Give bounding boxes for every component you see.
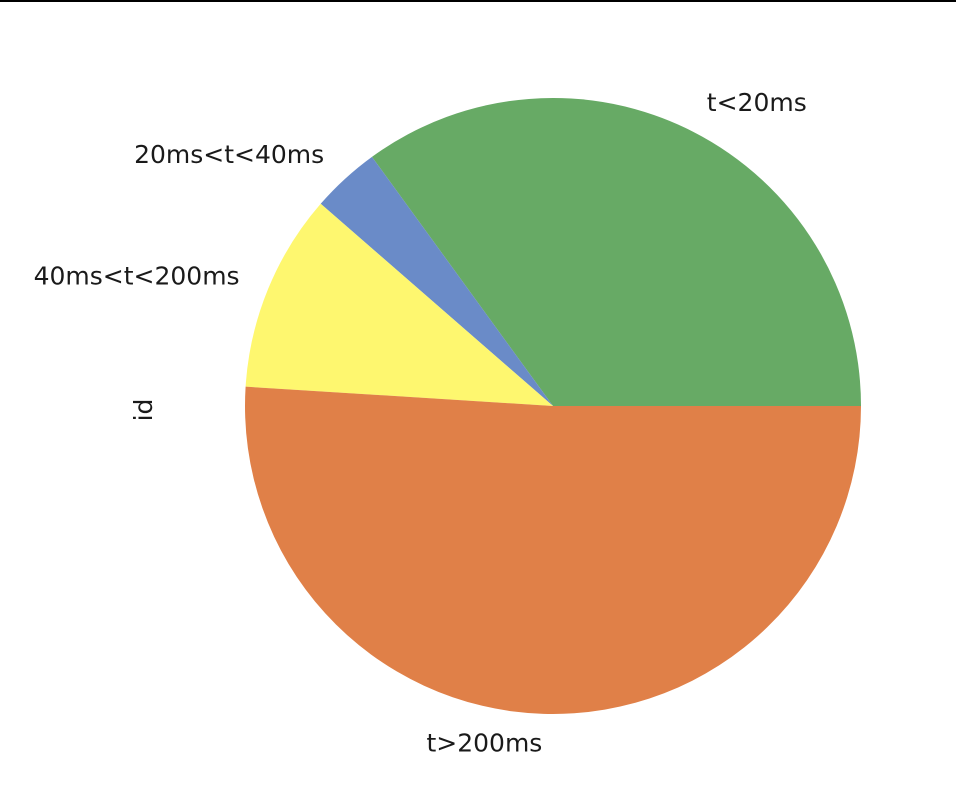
slice-labels: t<20ms 20ms<t<40ms 40ms<t<200ms t>200ms	[34, 88, 807, 758]
pie-slice-0	[371, 98, 862, 407]
pie-slice-3	[244, 386, 861, 715]
pie-slice-1	[320, 156, 553, 406]
slice-label-2: 40ms<t<200ms	[34, 261, 240, 290]
slice-label-0: t<20ms	[707, 88, 807, 117]
y-axis-label: id	[129, 399, 158, 422]
pie-slice-2	[245, 203, 553, 406]
pie-slices	[244, 98, 862, 715]
slice-label-1: 20ms<t<40ms	[134, 140, 324, 169]
slice-label-3: t>200ms	[426, 729, 542, 758]
top-border	[0, 0, 956, 2]
